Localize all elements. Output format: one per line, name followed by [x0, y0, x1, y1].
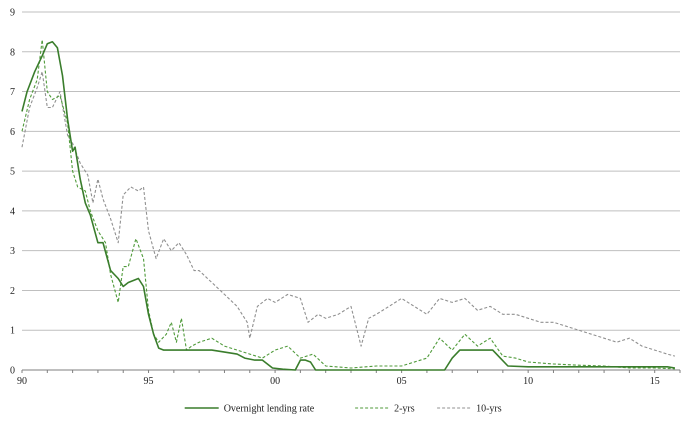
y-tick-label: 8: [10, 47, 15, 58]
legend-label: Overnight lending rate: [224, 404, 315, 415]
series-layer: [21, 39, 676, 371]
x-tick-label: 10: [523, 376, 533, 387]
y-tick-label: 1: [10, 326, 15, 337]
x-axis: 90 95 00 05 10 15: [17, 370, 681, 387]
legend-label: 2-yrs: [394, 404, 415, 415]
legend-label: 10-yrs: [476, 404, 502, 415]
grid: [22, 11, 680, 331]
series-line-10-yrs: [21, 71, 676, 357]
y-axis: 0 1 2 3 4 5 6 7 8 9: [10, 8, 15, 377]
x-tick-label: 00: [270, 376, 280, 387]
y-tick-label: 6: [10, 127, 15, 138]
x-tick-label: 90: [17, 376, 27, 387]
y-tick-label: 4: [10, 206, 15, 217]
y-tick-label: 7: [10, 87, 15, 98]
y-tick-label: 0: [10, 366, 15, 377]
series-line-overnight-lending-rate: [21, 40, 676, 371]
y-tick-label: 5: [10, 167, 15, 178]
series-line-2-yrs: [21, 39, 675, 370]
x-tick-label: 05: [397, 376, 407, 387]
y-tick-label: 9: [10, 8, 15, 19]
x-tick-label: 15: [650, 376, 660, 387]
y-tick-label: 2: [10, 286, 15, 297]
y-tick-label: 3: [10, 246, 15, 257]
x-tick-label: 95: [144, 376, 154, 387]
legend: Overnight lending rate 2-yrs 10-yrs: [184, 404, 502, 415]
